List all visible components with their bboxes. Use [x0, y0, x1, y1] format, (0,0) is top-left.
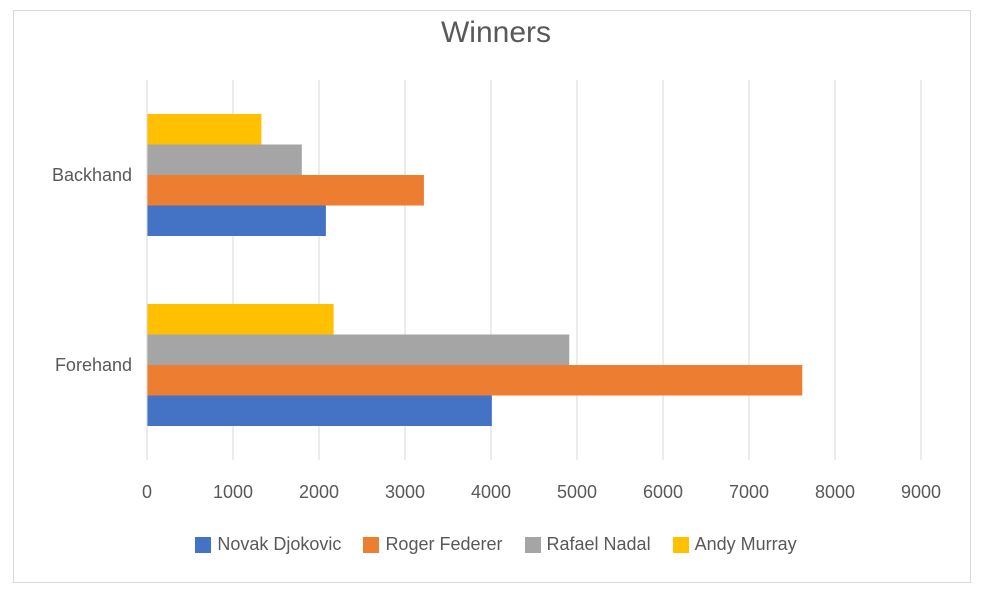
- legend-label-roger-federer: Roger Federer: [385, 534, 503, 554]
- x-tick-label-4000: 4000: [471, 482, 511, 502]
- legend-swatch-novak-djokovic: [195, 536, 212, 553]
- chart-frame: [13, 10, 971, 583]
- bar-backhand-rafael-nadal: [147, 144, 302, 175]
- legend-item-rafael-nadal: Rafael Nadal: [524, 534, 651, 555]
- bar-backhand-novak-djokovic: [147, 205, 326, 236]
- x-tick-label-5000: 5000: [557, 482, 597, 502]
- x-tick-label-0: 0: [142, 482, 152, 502]
- chart-title: Winners: [440, 16, 552, 49]
- legend-item-roger-federer: Roger Federer: [363, 534, 503, 555]
- legend-item-novak-djokovic: Novak Djokovic: [195, 534, 341, 555]
- legend-swatch-roger-federer: [363, 536, 380, 553]
- x-tick-label-1000: 1000: [213, 482, 253, 502]
- y-category-label-forehand: Forehand: [55, 355, 132, 375]
- legend-item-andy-murray: Andy Murray: [672, 534, 797, 555]
- x-tick-label-2000: 2000: [299, 482, 339, 502]
- bar-forehand-rafael-nadal: [147, 334, 570, 365]
- bar-backhand-andy-murray: [147, 114, 262, 145]
- legend: Novak Djokovic Roger Federer Rafael Nada…: [0, 534, 992, 555]
- x-tick-label-3000: 3000: [385, 482, 425, 502]
- legend-label-andy-murray: Andy Murray: [694, 534, 797, 554]
- bar-forehand-roger-federer: [147, 365, 803, 396]
- bar-forehand-novak-djokovic: [147, 395, 492, 426]
- bar-forehand-andy-murray: [147, 304, 334, 335]
- x-tick-label-8000: 8000: [815, 482, 855, 502]
- legend-label-rafael-nadal: Rafael Nadal: [546, 534, 651, 554]
- legend-swatch-andy-murray: [672, 536, 689, 553]
- x-tick-label-6000: 6000: [643, 482, 683, 502]
- legend-label-novak-djokovic: Novak Djokovic: [217, 534, 342, 554]
- y-category-label-backhand: Backhand: [52, 165, 132, 185]
- bar-backhand-roger-federer: [147, 175, 424, 206]
- x-tick-label-9000: 9000: [901, 482, 941, 502]
- x-tick-label-7000: 7000: [729, 482, 769, 502]
- legend-swatch-rafael-nadal: [524, 536, 541, 553]
